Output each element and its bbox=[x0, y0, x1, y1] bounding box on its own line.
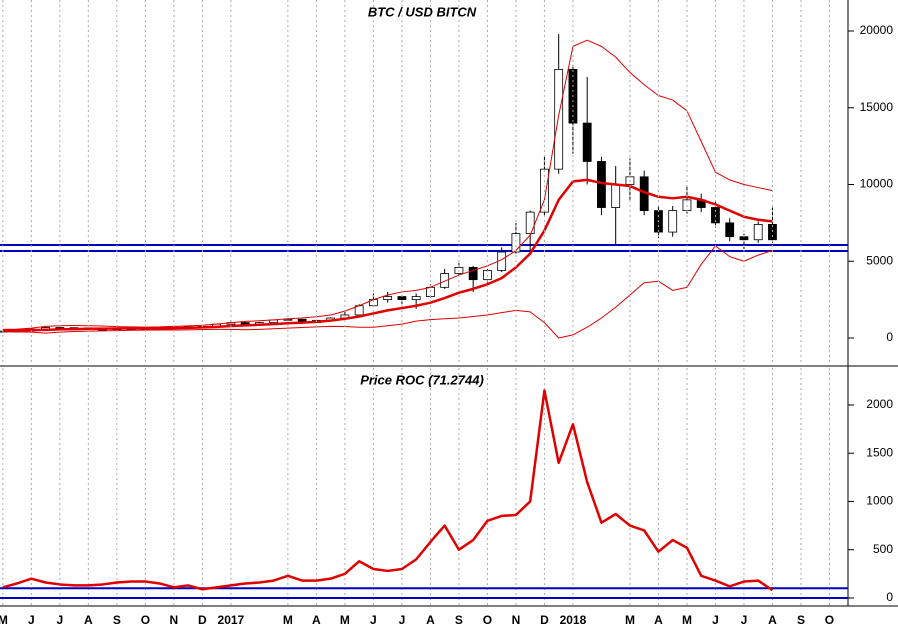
x-tick-label: D bbox=[198, 613, 207, 627]
x-tick-label: M bbox=[283, 613, 293, 627]
candle-body bbox=[468, 266, 478, 281]
candle-body bbox=[411, 296, 421, 301]
candle-body bbox=[397, 296, 407, 301]
candle-body bbox=[582, 122, 592, 162]
candle-body bbox=[440, 273, 450, 288]
line-series bbox=[2, 389, 774, 592]
x-tick-label: S bbox=[113, 613, 121, 627]
candle-body bbox=[525, 211, 535, 235]
x-tick-label: O bbox=[483, 613, 492, 627]
x-tick-label: J bbox=[399, 613, 406, 627]
candle-body bbox=[753, 224, 763, 241]
line-series bbox=[2, 178, 773, 332]
candle-body bbox=[611, 184, 621, 208]
line-series bbox=[2, 245, 773, 339]
candle-body bbox=[668, 210, 678, 233]
y-tick-label: 20000 bbox=[860, 23, 894, 37]
line-series bbox=[2, 39, 773, 330]
y-tick-label: 10000 bbox=[860, 177, 894, 191]
x-tick-label: S bbox=[797, 613, 805, 627]
candle-body bbox=[511, 233, 521, 253]
candle-body bbox=[554, 68, 564, 170]
x-tick-label: A bbox=[768, 613, 777, 627]
x-tick-label: J bbox=[712, 613, 719, 627]
x-tick-label: J bbox=[370, 613, 377, 627]
candle-body bbox=[725, 222, 735, 238]
x-tick-label: D bbox=[540, 613, 549, 627]
y-tick-label: 0 bbox=[886, 590, 893, 604]
x-tick-label: N bbox=[512, 613, 521, 627]
x-tick-label: A bbox=[84, 613, 93, 627]
x-tick-label: S bbox=[455, 613, 463, 627]
candle-body bbox=[768, 224, 777, 241]
x-tick-label: J bbox=[741, 613, 748, 627]
x-tick-label: M bbox=[340, 613, 350, 627]
x-tick-label: A bbox=[426, 613, 435, 627]
y-tick-label: 5000 bbox=[866, 253, 893, 267]
x-tick-label: M bbox=[682, 613, 692, 627]
x-tick-label: O bbox=[141, 613, 150, 627]
x-tick-label: M bbox=[625, 613, 635, 627]
x-tick-label: J bbox=[28, 613, 35, 627]
candle-body bbox=[739, 236, 749, 241]
candle-body bbox=[240, 322, 250, 325]
x-tick-label: J bbox=[57, 613, 64, 627]
x-tick-label: 2018 bbox=[560, 613, 587, 627]
y-tick-label: 1500 bbox=[866, 445, 893, 459]
x-tick-label: M bbox=[0, 613, 8, 627]
y-tick-label: 15000 bbox=[860, 100, 894, 114]
x-tick-label: A bbox=[312, 613, 321, 627]
x-tick-label: 2017 bbox=[218, 613, 245, 627]
y-tick-label: 0 bbox=[886, 330, 893, 344]
candle-body bbox=[383, 296, 393, 301]
y-tick-label: 1000 bbox=[866, 494, 893, 508]
y-tick-label: 500 bbox=[873, 542, 893, 556]
chart-title: Price ROC (71.2744) bbox=[360, 372, 484, 387]
x-tick-label: O bbox=[825, 613, 834, 627]
x-tick-label: N bbox=[170, 613, 179, 627]
chart-title: BTC / USD BITCN bbox=[368, 4, 477, 19]
y-tick-label: 2000 bbox=[866, 397, 893, 411]
x-tick-label: A bbox=[654, 613, 663, 627]
